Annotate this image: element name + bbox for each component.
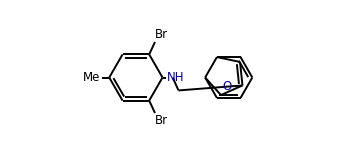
Text: Br: Br [155,28,169,41]
Text: NH: NH [167,71,184,84]
Text: O: O [223,80,232,93]
Text: Me: Me [83,71,100,84]
Text: Br: Br [155,114,169,127]
